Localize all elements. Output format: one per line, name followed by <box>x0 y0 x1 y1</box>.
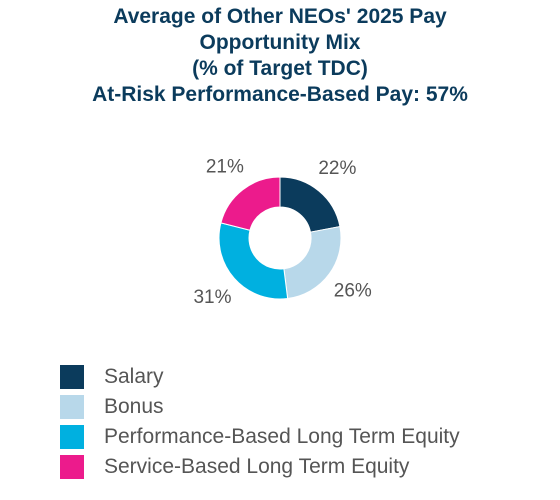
legend-swatch-salary <box>60 365 84 389</box>
legend-label-performance-equity: Performance-Based Long Term Equity <box>104 425 460 448</box>
title-line-2: Opportunity Mix <box>199 31 361 54</box>
legend-swatch-performance-equity <box>60 425 84 449</box>
title-line-3: (% of Target TDC) <box>192 57 368 80</box>
title-line-4: At-Risk Performance-Based Pay: 57% <box>92 83 468 106</box>
legend-swatch-service-equity <box>60 455 84 479</box>
donut-chart: 22% 26% 31% 21% <box>193 156 372 308</box>
data-label-bonus: 26% <box>334 280 372 301</box>
legend-label-salary: Salary <box>104 365 164 388</box>
legend-label-bonus: Bonus <box>104 395 164 418</box>
data-label-salary: 22% <box>318 158 356 179</box>
legend-label-service-equity: Service-Based Long Term Equity <box>104 455 410 478</box>
data-label-performance-based-long-term-equity: 31% <box>193 287 231 308</box>
legend-item-performance-equity: Performance-Based Long Term Equity <box>60 422 460 452</box>
slice-service-based-long-term-equity <box>220 176 281 231</box>
title-line-1: Average of Other NEOs' 2025 Pay <box>113 5 447 28</box>
legend-item-salary: Salary <box>60 362 460 392</box>
slice-performance-based-long-term-equity <box>218 222 289 300</box>
chart-title: Average of Other NEOs' 2025 Pay Opportun… <box>0 4 560 108</box>
slice-salary <box>279 176 341 233</box>
slice-bonus <box>283 225 342 300</box>
legend-item-bonus: Bonus <box>60 392 460 422</box>
legend-item-service-equity: Service-Based Long Term Equity <box>60 452 460 482</box>
data-label-service-based-long-term-equity: 21% <box>206 156 244 177</box>
legend: Salary Bonus Performance-Based Long Term… <box>60 362 460 482</box>
legend-swatch-bonus <box>60 395 84 419</box>
